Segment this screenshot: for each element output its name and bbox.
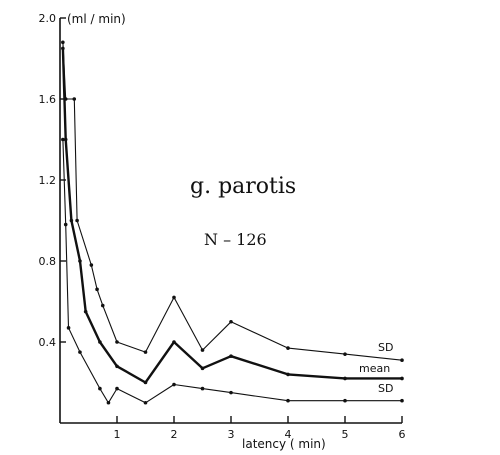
data-point (63, 137, 68, 142)
x-axis-title: latency ( min) (242, 437, 326, 451)
y-tick-label: 1.2 (39, 174, 57, 187)
data-point (115, 364, 119, 369)
x-tick-label: 4 (285, 428, 292, 441)
data-point (229, 390, 233, 395)
x-tick-label: 2 (171, 428, 178, 441)
data-point (172, 340, 176, 344)
data-point (200, 366, 205, 371)
data-point (95, 287, 99, 292)
series-lines (61, 40, 404, 405)
data-point (286, 372, 290, 377)
data-point (106, 400, 111, 405)
series-2 (61, 137, 404, 405)
data-point (83, 309, 88, 314)
y-tick-label: 1.6 (39, 93, 57, 106)
data-point (61, 137, 65, 142)
x-tick-label: 1 (114, 428, 121, 441)
data-point (100, 303, 105, 308)
x-tick-label: 6 (399, 428, 406, 441)
data-point (343, 352, 347, 356)
data-point (72, 97, 77, 101)
data-point (229, 319, 233, 324)
data-point (98, 386, 102, 391)
data-point (78, 350, 82, 354)
series-0 (61, 40, 404, 363)
y-tick-label: 2.0 (39, 12, 57, 25)
data-point (200, 348, 205, 352)
series-label-sd-lower: SD (378, 382, 393, 395)
data-point (286, 398, 290, 403)
data-point (66, 326, 71, 330)
y-ticks: 0.4 0.8 1.2 1.6 2.0 (39, 12, 66, 349)
y-tick-label: 0.8 (39, 255, 57, 268)
series-label-sd-upper: SD (378, 341, 393, 354)
data-point (400, 376, 404, 381)
y-tick-label: 0.4 (39, 336, 57, 349)
data-point (75, 218, 79, 223)
data-point (200, 386, 205, 391)
x-ticks: 1 2 3 4 5 6 (114, 416, 406, 441)
data-point (172, 295, 176, 300)
chart-subtitle: N – 126 (204, 230, 267, 249)
data-point (115, 340, 119, 344)
series-line (62, 42, 403, 361)
series-line (62, 139, 402, 404)
series-1 (61, 46, 404, 385)
data-point (78, 259, 82, 263)
data-point (115, 386, 119, 391)
series-label-mean: mean (359, 362, 390, 375)
series-line (61, 48, 402, 384)
data-point (229, 354, 233, 358)
y-axis-unit: (ml / min) (67, 12, 126, 26)
data-point (400, 358, 404, 363)
data-point (63, 222, 68, 227)
data-point (98, 340, 102, 344)
x-tick-label: 3 (228, 428, 235, 441)
data-point (343, 376, 347, 381)
data-point (89, 263, 94, 267)
chart-title: g. parotis (190, 174, 296, 199)
data-point (61, 40, 65, 45)
data-point (172, 382, 176, 387)
data-point (343, 398, 347, 403)
x-tick-label: 5 (342, 428, 349, 441)
data-point (143, 380, 148, 385)
data-point (286, 346, 290, 350)
data-point (69, 218, 74, 223)
data-point (61, 46, 65, 51)
data-point (143, 400, 148, 405)
data-point (143, 350, 148, 354)
data-point (400, 398, 404, 403)
